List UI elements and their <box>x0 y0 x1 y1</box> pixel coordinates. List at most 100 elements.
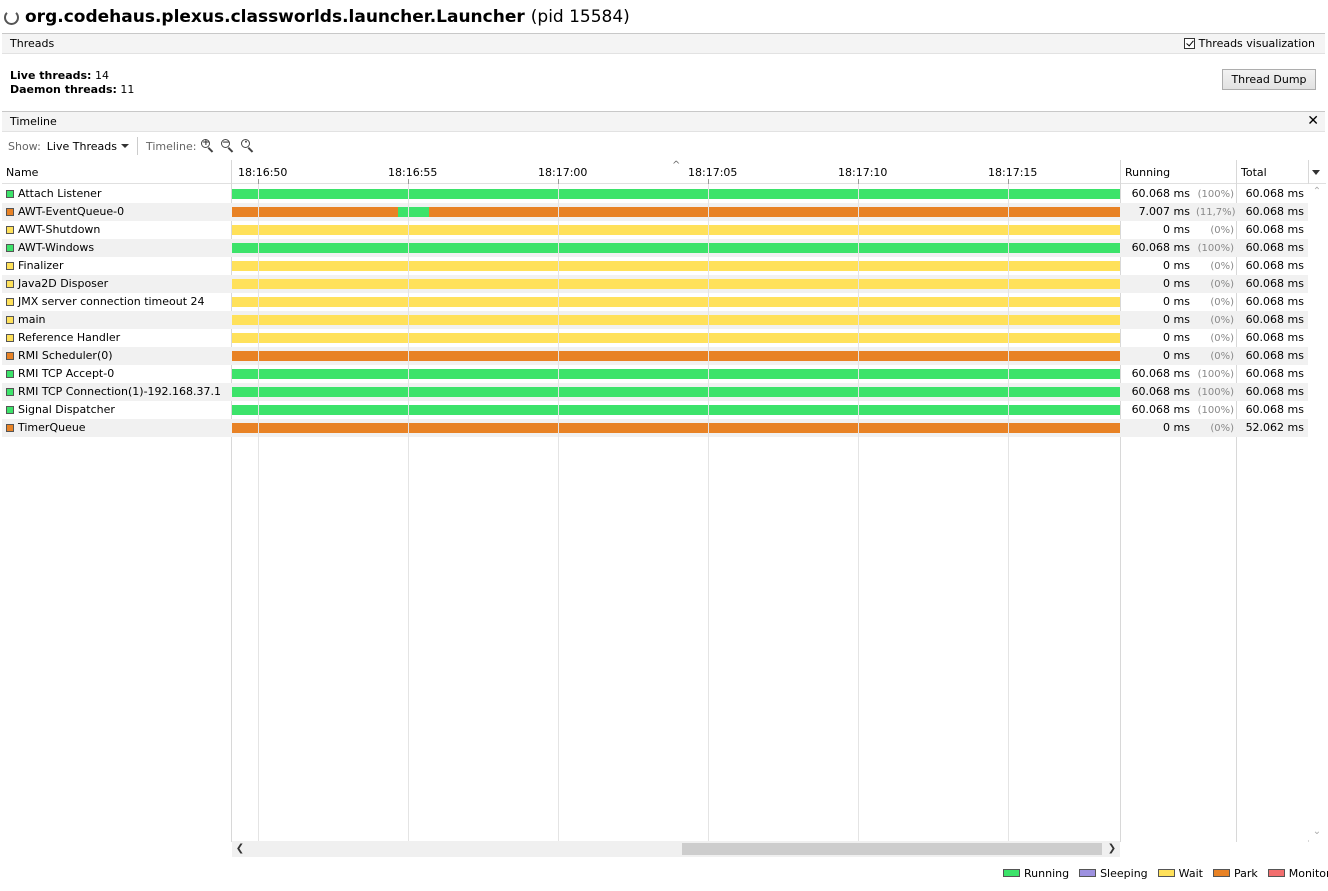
table-row[interactable]: main 0 ms (0%) 60.068 ms <box>2 311 1308 329</box>
threads-visualization-checkbox[interactable] <box>1183 38 1195 49</box>
zoom-fit-icon[interactable]: · <box>240 138 256 154</box>
thread-timeline-bar <box>232 225 1120 235</box>
table-row[interactable]: AWT-EventQueue-0 7.007 ms (11,7%) 60.068 ms <box>2 203 1308 221</box>
timeline-gridline <box>708 184 709 842</box>
zoom-in-icon[interactable]: + <box>200 138 216 154</box>
threads-visualization-toggle[interactable]: Threads visualization <box>1183 37 1315 50</box>
running-percent: (0%) <box>1210 225 1234 236</box>
table-row[interactable]: RMI TCP Accept-0 60.068 ms (100%) 60.068 ms <box>2 365 1308 383</box>
vertical-scrollbar[interactable]: ⌃ ⌄ <box>1308 184 1326 840</box>
running-time-cell: 60.068 ms (100%) <box>1120 365 1234 383</box>
running-time-value: 60.068 ms <box>1131 367 1190 380</box>
thread-state-swatch <box>6 406 14 414</box>
thread-name-cell: Finalizer <box>6 257 63 275</box>
thread-timeline-bar <box>232 189 1120 199</box>
thread-timeline-bar <box>232 423 1120 433</box>
table-row[interactable]: Attach Listener 60.068 ms (100%) 60.068 ms <box>2 185 1308 203</box>
close-icon[interactable]: ✕ <box>1307 113 1319 129</box>
running-percent: (0%) <box>1210 333 1234 344</box>
thread-name-cell: RMI TCP Accept-0 <box>6 365 114 383</box>
legend-swatch <box>1079 869 1097 877</box>
column-header-running[interactable]: Running <box>1125 166 1171 179</box>
scrollbar-thumb[interactable] <box>682 843 1102 855</box>
thread-dump-button[interactable]: Thread Dump <box>1222 69 1316 90</box>
timeline-tick-label: 18:17:05 <box>688 166 738 179</box>
running-percent: (11,7%) <box>1196 207 1236 218</box>
threads-section-title: Threads <box>10 37 55 50</box>
thread-state-segment <box>398 207 429 217</box>
total-time-cell: 60.068 ms <box>1245 367 1304 380</box>
state-legend: Running Sleeping Wait Park Monitor <box>1003 866 1328 880</box>
timeline-tick-label: 18:17:10 <box>838 166 888 179</box>
thread-name-cell: main <box>6 311 45 329</box>
thread-state-swatch <box>6 226 14 234</box>
total-time-cell: 60.068 ms <box>1245 313 1304 326</box>
live-threads-label: Live threads: <box>10 69 92 82</box>
total-time-cell: 60.068 ms <box>1245 277 1304 290</box>
timeline-tick-mark <box>858 179 859 184</box>
running-time-value: 0 ms <box>1163 295 1190 308</box>
table-row[interactable]: Signal Dispatcher 60.068 ms (100%) 60.068 m… <box>2 401 1308 419</box>
thread-state-segment <box>232 405 1120 415</box>
running-percent: (0%) <box>1210 351 1234 362</box>
thread-name: Finalizer <box>18 259 64 272</box>
thread-timeline-bar <box>232 333 1120 343</box>
table-row[interactable]: RMI TCP Connection(1)-192.168.37.1 60.068… <box>2 383 1308 401</box>
scroll-down-icon[interactable]: ⌄ <box>1312 826 1322 837</box>
thread-state-swatch <box>6 208 14 216</box>
show-label: Show: <box>8 139 41 153</box>
table-row[interactable]: TimerQueue 0 ms (0%) 52.062 ms <box>2 419 1308 437</box>
table-row[interactable]: Finalizer 0 ms (0%) 60.068 ms <box>2 257 1308 275</box>
legend-label: Running <box>1024 866 1070 880</box>
thread-name: Java2D Disposer <box>18 277 109 290</box>
daemon-threads-value: 11 <box>120 83 135 96</box>
horizontal-scrollbar[interactable]: ❮ ❯ <box>232 841 1120 857</box>
thread-state-segment <box>232 387 1120 397</box>
thread-state-swatch <box>6 244 14 252</box>
app-name: org.codehaus.plexus.classworlds.launcher… <box>25 7 525 27</box>
thread-name-cell: RMI Scheduler(0) <box>6 347 113 365</box>
running-time-cell: 60.068 ms (100%) <box>1120 383 1234 401</box>
total-time-cell: 60.068 ms <box>1245 205 1304 218</box>
column-chooser-icon[interactable] <box>1312 170 1320 175</box>
live-threads-value: 14 <box>94 69 109 82</box>
zoom-out-icon[interactable]: − <box>220 138 236 154</box>
thread-name: Signal Dispatcher <box>18 403 115 416</box>
timeline-tick-mark <box>558 179 559 184</box>
timeline-tick-label: 18:16:55 <box>388 166 438 179</box>
column-divider <box>1236 160 1237 842</box>
thread-timeline-bar <box>232 243 1120 253</box>
scroll-right-icon[interactable]: ❯ <box>1107 843 1117 854</box>
timeline-tick-label: 18:16:50 <box>238 166 288 179</box>
table-row[interactable]: Java2D Disposer 0 ms (0%) 60.068 ms <box>2 275 1308 293</box>
column-header-name[interactable]: Name <box>6 166 39 179</box>
column-header-total[interactable]: Total <box>1241 166 1267 179</box>
thread-state-swatch <box>6 298 14 306</box>
show-dropdown[interactable]: Live Threads <box>47 140 129 153</box>
thread-state-segment <box>232 279 1120 289</box>
timeline-tick-mark <box>1008 179 1009 184</box>
running-percent: (100%) <box>1197 243 1234 254</box>
thread-name-cell: Signal Dispatcher <box>6 401 115 419</box>
table-row[interactable]: Reference Handler 0 ms (0%) 60.068 ms <box>2 329 1308 347</box>
table-header: Name 18:16:50 18:16:55 18:17:00 18:17:05 18:… <box>2 160 1326 184</box>
scroll-up-icon[interactable]: ⌃ <box>1312 186 1322 197</box>
thread-name-cell: AWT-Windows <box>6 239 94 257</box>
loading-spinner-icon <box>4 9 19 25</box>
timeline-gridline <box>858 184 859 842</box>
table-row[interactable]: JMX server connection timeout 24 0 ms (0%)… <box>2 293 1308 311</box>
thread-state-segment <box>232 423 1120 433</box>
timeline-toolbar: Show: Live Threads Timeline: + − · <box>8 137 256 155</box>
column-divider <box>1120 160 1121 842</box>
live-threads-summary: Live threads: 14 <box>10 69 109 82</box>
table-row[interactable]: AWT-Windows 60.068 ms (100%) 60.068 ms <box>2 239 1308 257</box>
table-row[interactable]: RMI Scheduler(0) 0 ms (0%) 60.068 ms <box>2 347 1308 365</box>
running-percent: (0%) <box>1210 423 1234 434</box>
app-pid: (pid 15584) <box>530 7 630 27</box>
scroll-left-icon[interactable]: ❮ <box>235 843 245 854</box>
running-time-value: 0 ms <box>1163 259 1190 272</box>
thread-name: AWT-Windows <box>18 241 95 254</box>
running-time-cell: 0 ms (0%) <box>1120 293 1234 311</box>
table-row[interactable]: AWT-Shutdown 0 ms (0%) 60.068 ms <box>2 221 1308 239</box>
running-time-cell: 0 ms (0%) <box>1120 311 1234 329</box>
